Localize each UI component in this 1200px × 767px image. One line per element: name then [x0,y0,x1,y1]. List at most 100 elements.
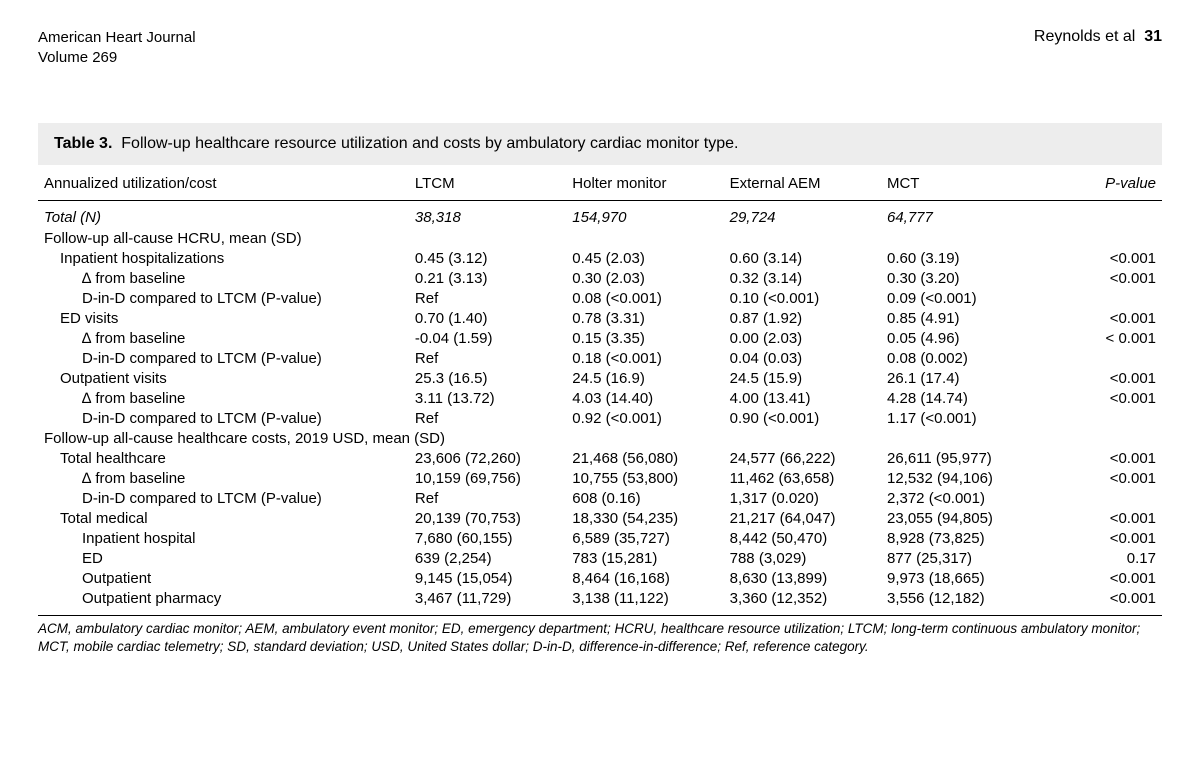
cell-label: ∆ from baseline [38,469,409,489]
cell: < 0.001 [1038,328,1162,348]
cell: 23,055 (94,805) [881,509,1038,529]
header-right: Reynolds et al 31 [1034,28,1162,46]
cell: 0.08 (<0.001) [566,288,723,308]
col-mct: MCT [881,165,1038,201]
table-row: Total medical20,139 (70,753)18,330 (54,2… [38,509,1162,529]
cell [1038,489,1162,509]
cell: 608 (0.16) [566,489,723,509]
cell: 8,464 (16,168) [566,569,723,589]
cell: <0.001 [1038,268,1162,288]
cell: 0.60 (3.14) [724,248,881,268]
cell [1038,408,1162,428]
volume: Volume 269 [38,48,196,68]
cell: 0.10 (<0.001) [724,288,881,308]
cell: 25.3 (16.5) [409,368,566,388]
table-row: ∆ from baseline10,159 (69,756)10,755 (53… [38,469,1162,489]
table-caption: Table 3. Follow-up healthcare resource u… [38,123,1162,165]
table-row: ∆ from baseline0.21 (3.13)0.30 (2.03)0.3… [38,268,1162,288]
cell: 0.09 (<0.001) [881,288,1038,308]
cell-label: Inpatient hospitalizations [38,248,409,268]
cell: 64,777 [881,200,1038,228]
cell: <0.001 [1038,308,1162,328]
cell: 3,467 (11,729) [409,589,566,609]
cell: 21,217 (64,047) [724,509,881,529]
table-row: D-in-D compared to LTCM (P-value)Ref0.08… [38,288,1162,308]
cell-label: Total healthcare [38,449,409,469]
cell: Ref [409,489,566,509]
cell: 0.30 (3.20) [881,268,1038,288]
table-caption-text: Follow-up healthcare resource utilizatio… [121,135,738,152]
cell: 3.11 (13.72) [409,388,566,408]
cell: 0.70 (1.40) [409,308,566,328]
cell: 0.78 (3.31) [566,308,723,328]
row-section-costs: Follow-up all-cause healthcare costs, 20… [38,428,1162,449]
row-total-n: Total (N) 38,318 154,970 29,724 64,777 [38,200,1162,228]
cell: <0.001 [1038,569,1162,589]
table-row: Inpatient hospitalizations0.45 (3.12)0.4… [38,248,1162,268]
cell: <0.001 [1038,368,1162,388]
section-label: Follow-up all-cause healthcare costs, 20… [38,428,1162,449]
cell: 24.5 (16.9) [566,368,723,388]
cell: <0.001 [1038,589,1162,609]
cell: 0.18 (<0.001) [566,348,723,368]
cell: 0.90 (<0.001) [724,408,881,428]
cell [1038,200,1162,228]
cell [1038,288,1162,308]
cell-label: Outpatient pharmacy [38,589,409,609]
cell: 0.45 (3.12) [409,248,566,268]
cell: 23,606 (72,260) [409,449,566,469]
page-header: American Heart Journal Volume 269 Reynol… [38,28,1162,69]
cell-label: Inpatient hospital [38,529,409,549]
col-aem: External AEM [724,165,881,201]
data-table: Annualized utilization/cost LTCM Holter … [38,165,1162,609]
table-row: D-in-D compared to LTCM (P-value)Ref0.18… [38,348,1162,368]
cell: 4.03 (14.40) [566,388,723,408]
cell: 10,159 (69,756) [409,469,566,489]
cell: 0.45 (2.03) [566,248,723,268]
table-label: Table 3. [54,135,112,152]
table-row: D-in-D compared to LTCM (P-value)Ref608 … [38,489,1162,509]
cell: 0.21 (3.13) [409,268,566,288]
cell: 788 (3,029) [724,549,881,569]
cell: Ref [409,408,566,428]
cell-label: D-in-D compared to LTCM (P-value) [38,348,409,368]
cell: 10,755 (53,800) [566,469,723,489]
page-number: 31 [1144,28,1162,45]
cell: 0.87 (1.92) [724,308,881,328]
table-row: D-in-D compared to LTCM (P-value)Ref0.92… [38,408,1162,428]
cell-label: Outpatient [38,569,409,589]
cell-label: Total medical [38,509,409,529]
cell: <0.001 [1038,388,1162,408]
cell: 0.17 [1038,549,1162,569]
col-holter: Holter monitor [566,165,723,201]
table-row: ∆ from baseline-0.04 (1.59)0.15 (3.35)0.… [38,328,1162,348]
cell: <0.001 [1038,449,1162,469]
cell: 9,973 (18,665) [881,569,1038,589]
cell: 18,330 (54,235) [566,509,723,529]
table-row: ∆ from baseline3.11 (13.72)4.03 (14.40)4… [38,388,1162,408]
cell-label: Outpatient visits [38,368,409,388]
header-row: Annualized utilization/cost LTCM Holter … [38,165,1162,201]
cell: 11,462 (63,658) [724,469,881,489]
cell-label: D-in-D compared to LTCM (P-value) [38,408,409,428]
cell: 877 (25,317) [881,549,1038,569]
table-row: Outpatient visits25.3 (16.5)24.5 (16.9)2… [38,368,1162,388]
cell-label: ED visits [38,308,409,328]
cell: 4.28 (14.74) [881,388,1038,408]
cell: 783 (15,281) [566,549,723,569]
cell: 3,556 (12,182) [881,589,1038,609]
row-section-hcru: Follow-up all-cause HCRU, mean (SD) [38,228,1162,249]
col-pvalue: P-value [1038,165,1162,201]
cell: 12,532 (94,106) [881,469,1038,489]
table-row: Total healthcare23,606 (72,260)21,468 (5… [38,449,1162,469]
authors: Reynolds et al [1034,28,1135,45]
cell: 0.15 (3.35) [566,328,723,348]
section-label: Follow-up all-cause HCRU, mean (SD) [38,228,1162,249]
cell: 21,468 (56,080) [566,449,723,469]
cell: 8,442 (50,470) [724,529,881,549]
table-row: Inpatient hospital7,680 (60,155)6,589 (3… [38,529,1162,549]
table-row: ED visits0.70 (1.40)0.78 (3.31)0.87 (1.9… [38,308,1162,328]
cell: 0.08 (0.002) [881,348,1038,368]
table-row: Outpatient pharmacy3,467 (11,729)3,138 (… [38,589,1162,609]
cell: <0.001 [1038,529,1162,549]
